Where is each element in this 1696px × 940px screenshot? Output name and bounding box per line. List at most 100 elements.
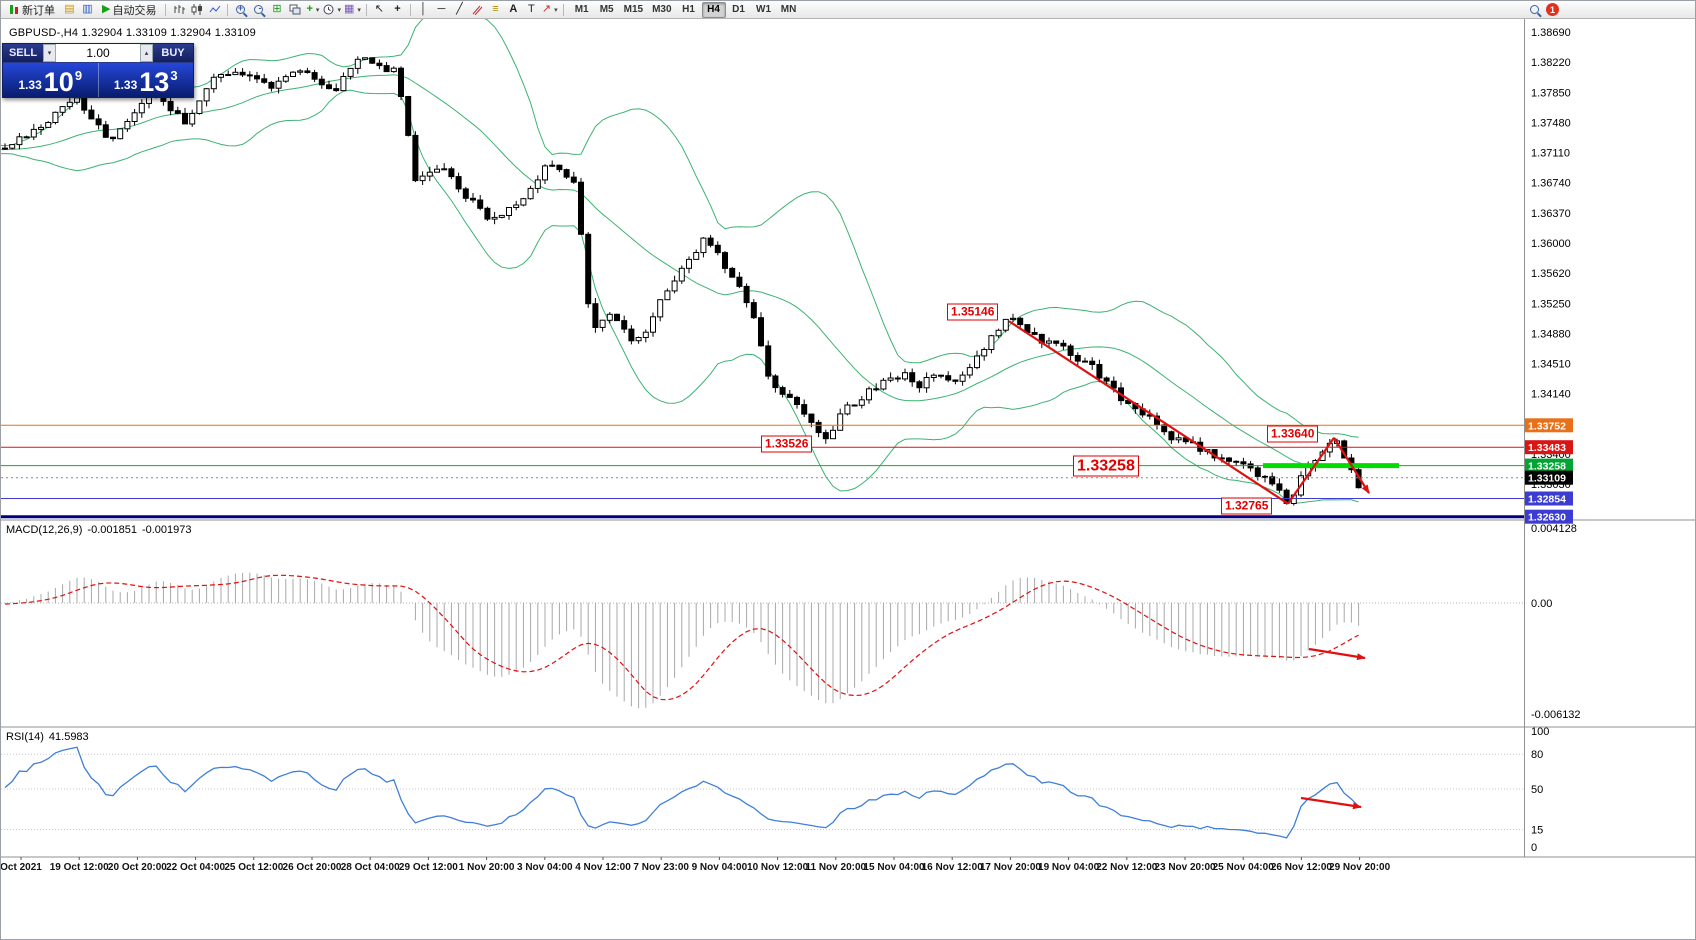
notification-badge[interactable]: 1	[1546, 3, 1559, 16]
zoom-in-button[interactable]	[232, 2, 249, 18]
chart-ohlc-title: GBPUSD-,H4 1.32904 1.33109 1.32904 1.331…	[9, 27, 256, 39]
price-axis-badge-text: 1.33258	[1528, 461, 1566, 473]
indicators-icon: +	[306, 3, 313, 15]
new-order-button[interactable]: 新订单	[4, 2, 60, 18]
time-axis-label: 25 Oct 12:00	[224, 862, 283, 873]
price-axis-label: 1.34880	[1531, 328, 1571, 340]
timeframe-w1-button[interactable]: W1	[752, 2, 776, 18]
timeframe-h4-button[interactable]: H4	[701, 1, 726, 18]
horizontal-line-icon: ─	[437, 3, 446, 15]
price-axis-badge	[1525, 491, 1573, 506]
market-watch-button[interactable]: ▥	[79, 2, 96, 18]
price-axis-badge-text: 1.33483	[1528, 442, 1566, 454]
timeframe-group: M1 M5 M15 M30 H1 H4 D1 W1 MN	[570, 1, 801, 18]
vertical-line-button[interactable]: │	[415, 2, 432, 18]
cursor-button[interactable]: ↖	[371, 2, 388, 18]
text-button[interactable]: A	[505, 2, 522, 18]
toolbar-separator	[409, 3, 411, 16]
templates-button[interactable]: ▦ ▾	[343, 2, 362, 18]
profiles-button[interactable]: ▤	[61, 2, 78, 18]
bollinger-bands	[1, 19, 1359, 504]
channel-button[interactable]	[469, 2, 486, 18]
timeframe-h1-button[interactable]: H1	[677, 2, 701, 18]
price-axis-label: 1.34140	[1531, 389, 1571, 401]
sell-price-display: 1.33 10 9	[3, 63, 98, 97]
cascade-windows-button[interactable]	[286, 2, 303, 18]
buy-price-prefix: 1.33	[113, 78, 138, 92]
candle-chart-button[interactable]	[188, 2, 205, 18]
price-annotation[interactable]: 1.33640	[1267, 425, 1319, 443]
time-axis-label: 26 Nov 12:00	[1271, 862, 1333, 873]
timeframe-d1-button[interactable]: D1	[727, 2, 751, 18]
caret-down-icon: ▾	[47, 50, 52, 57]
time-axis-label: 11 Nov 20:00	[805, 862, 866, 873]
time-axis-label: 4 Nov 12:00	[575, 862, 631, 873]
price-axis-badge	[1525, 418, 1573, 433]
trend-arrow[interactable]	[1333, 437, 1370, 494]
volume-input[interactable]: 1.00	[56, 44, 140, 62]
sell-button[interactable]: SELL	[3, 44, 43, 62]
new-order-icon	[10, 5, 18, 14]
trend-arrow[interactable]	[1287, 437, 1335, 505]
trend-arrow[interactable]	[1008, 320, 1289, 505]
rsi-arrow-annotation[interactable]	[1300, 796, 1362, 810]
timeframe-mn-button[interactable]: MN	[777, 2, 801, 18]
text-icon: A	[509, 3, 518, 15]
time-axis-label: 22 Nov 12:00	[1096, 862, 1158, 873]
buy-button[interactable]: BUY	[153, 44, 193, 62]
price-annotation[interactable]: 1.33526	[761, 435, 813, 453]
volume-increase-button[interactable]: ▴	[140, 44, 153, 62]
macd-arrow-annotation[interactable]	[1308, 647, 1366, 661]
text-label-icon: T	[528, 3, 535, 15]
macd-axis-label: 0.00	[1531, 598, 1552, 610]
price-axis-badge-text: 1.33752	[1528, 420, 1566, 432]
caret-up-icon: ▴	[144, 50, 149, 57]
line-chart-button[interactable]	[206, 2, 223, 18]
price-annotation[interactable]: 1.33258	[1073, 455, 1139, 477]
periods-button[interactable]: ▾	[322, 2, 342, 18]
search-button[interactable]	[1526, 2, 1543, 18]
zoom-out-button[interactable]	[250, 2, 267, 18]
tile-windows-button[interactable]: ⊞	[268, 2, 285, 18]
new-order-label: 新订单	[22, 4, 55, 17]
time-axis-label: 25 Nov 04:00	[1213, 862, 1275, 873]
line-chart-icon	[209, 5, 221, 13]
timeframe-m15-button[interactable]: M15	[620, 2, 647, 18]
price-axis-label: 1.34510	[1531, 359, 1571, 371]
zoom-in-icon	[236, 3, 246, 14]
periods-clock-icon	[323, 4, 334, 15]
autotrading-button[interactable]: ▶ 自动交易	[97, 2, 161, 18]
sell-price-big: 10	[43, 67, 74, 97]
arrows-button[interactable]: ↗ ▾	[541, 2, 559, 18]
profiles-icon: ▤	[64, 3, 75, 15]
price-axis-badge	[1525, 440, 1573, 455]
trendline-button[interactable]: ╱	[451, 2, 468, 18]
timeframe-m30-button[interactable]: M30	[648, 2, 675, 18]
fibonacci-button[interactable]: ≡	[487, 2, 504, 18]
timeframe-m1-button[interactable]: M1	[570, 2, 594, 18]
cascade-windows-icon	[289, 4, 301, 15]
indicators-button[interactable]: + ▾	[304, 2, 321, 18]
macd-label: MACD(12,26,9) -0.001851 -0.001973	[4, 524, 199, 536]
price-axis-label: 1.38690	[1531, 27, 1571, 39]
chart-canvas[interactable]: 1.38690 1.38220 1.37850 1.37480 1.37110 1.367…	[1, 19, 1696, 940]
horizontal-line-button[interactable]: ─	[433, 2, 450, 18]
timeframe-m5-button[interactable]: M5	[595, 2, 619, 18]
time-axis-label: 23 Nov 20:00	[1154, 862, 1216, 873]
trend-lines	[1008, 320, 1370, 505]
crosshair-button[interactable]: +	[389, 2, 406, 18]
fibonacci-icon: ≡	[492, 3, 499, 15]
buy-price-display: 1.33 13 3	[99, 63, 194, 97]
text-label-button[interactable]: T	[523, 2, 540, 18]
horizontal-lines	[1, 424, 1524, 519]
time-axis-label: 22 Oct 04:00	[166, 862, 225, 873]
price-annotation[interactable]: 1.32765	[1221, 497, 1273, 515]
price-annotation[interactable]: 1.35146	[947, 303, 999, 321]
price-axis-badge	[1525, 458, 1573, 473]
buy-price-big: 13	[139, 67, 170, 97]
volume-decrease-button[interactable]: ▾	[43, 44, 56, 62]
bar-chart-button[interactable]	[170, 2, 187, 18]
trendline-icon: ╱	[456, 3, 463, 15]
autotrading-label: 自动交易	[112, 4, 157, 17]
